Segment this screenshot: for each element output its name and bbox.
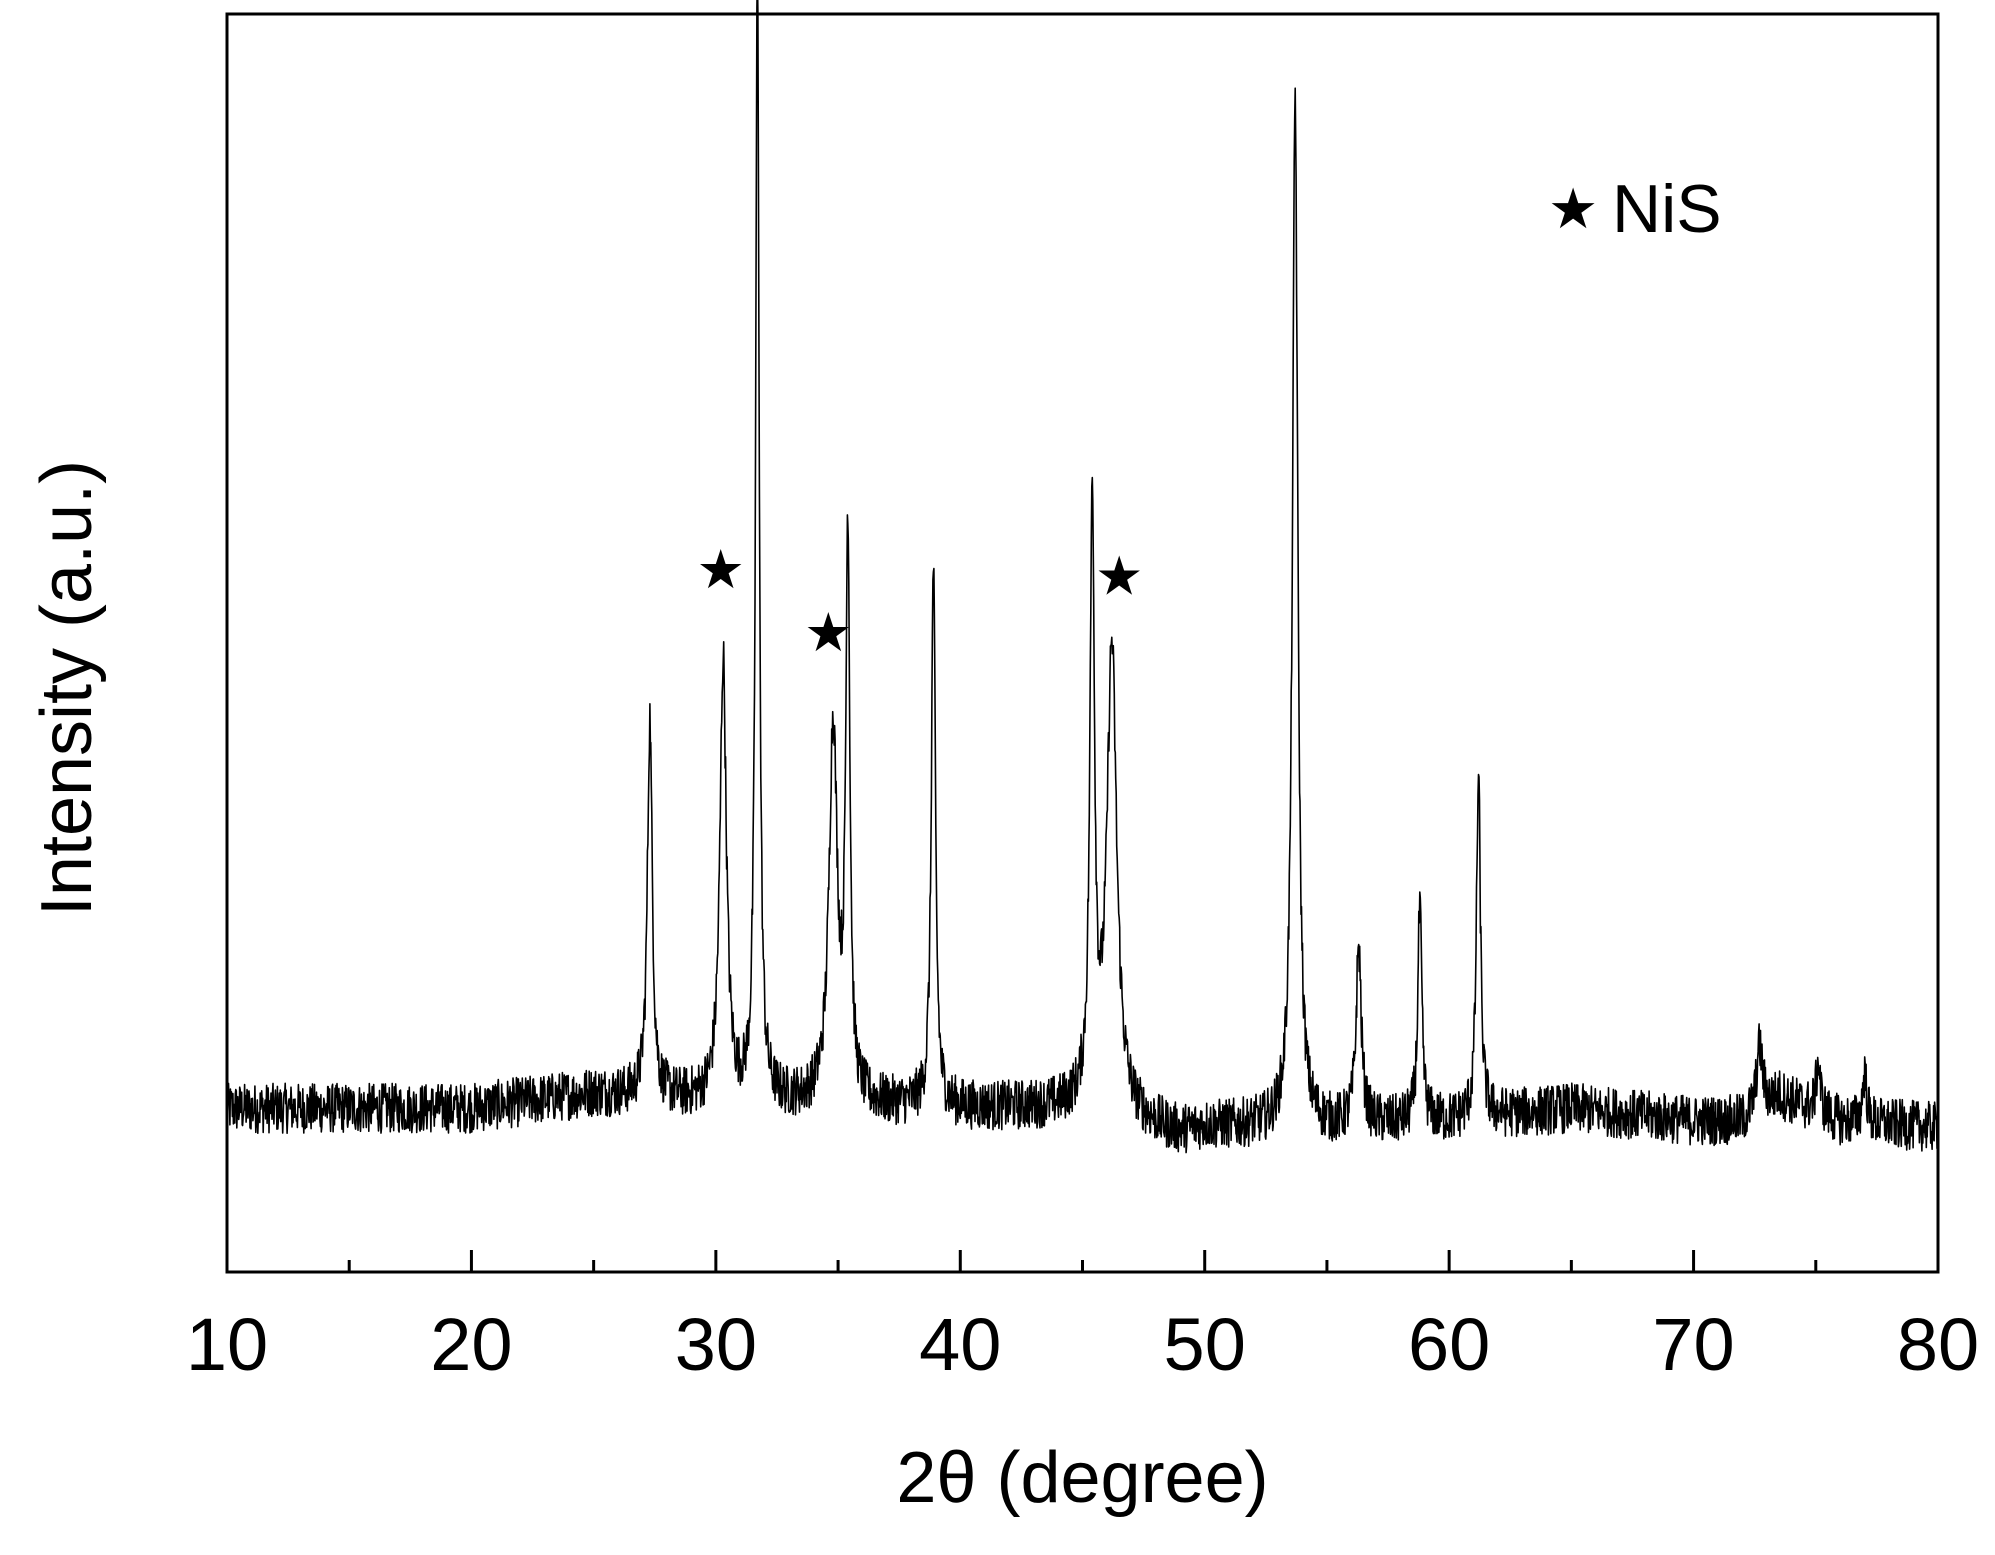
- x-tick-label: 60: [1408, 1303, 1490, 1386]
- legend-label: NiS: [1612, 171, 1722, 247]
- nis-peak-star-marker: ★: [697, 540, 745, 600]
- x-tick-label: 80: [1897, 1303, 1979, 1386]
- nis-peak-star-marker: ★: [1095, 546, 1143, 606]
- xrd-pattern-line: [226, 0, 1939, 1154]
- x-tick-label: 20: [430, 1303, 512, 1386]
- nis-peak-star-marker: ★: [804, 603, 852, 663]
- x-axis-title: 2θ (degree): [896, 1438, 1268, 1518]
- legend-marker-star: ★: [1548, 177, 1598, 240]
- x-axis-tick-labels: 10 20 30 40 50 60 70 80: [186, 1303, 1979, 1386]
- x-axis-ticks: [225, 1250, 1940, 1272]
- annotation-layer: ★ ★ ★: [697, 540, 1144, 663]
- x-tick-label: 40: [919, 1303, 1001, 1386]
- y-axis-title: Intensity (a.u.): [27, 460, 107, 916]
- series-layer: [226, 0, 1939, 1154]
- x-tick-label: 70: [1652, 1303, 1734, 1386]
- x-tick-label: 30: [675, 1303, 757, 1386]
- legend: ★ NiS: [1548, 171, 1722, 247]
- x-tick-label: 50: [1164, 1303, 1246, 1386]
- x-tick-label: 10: [186, 1303, 268, 1386]
